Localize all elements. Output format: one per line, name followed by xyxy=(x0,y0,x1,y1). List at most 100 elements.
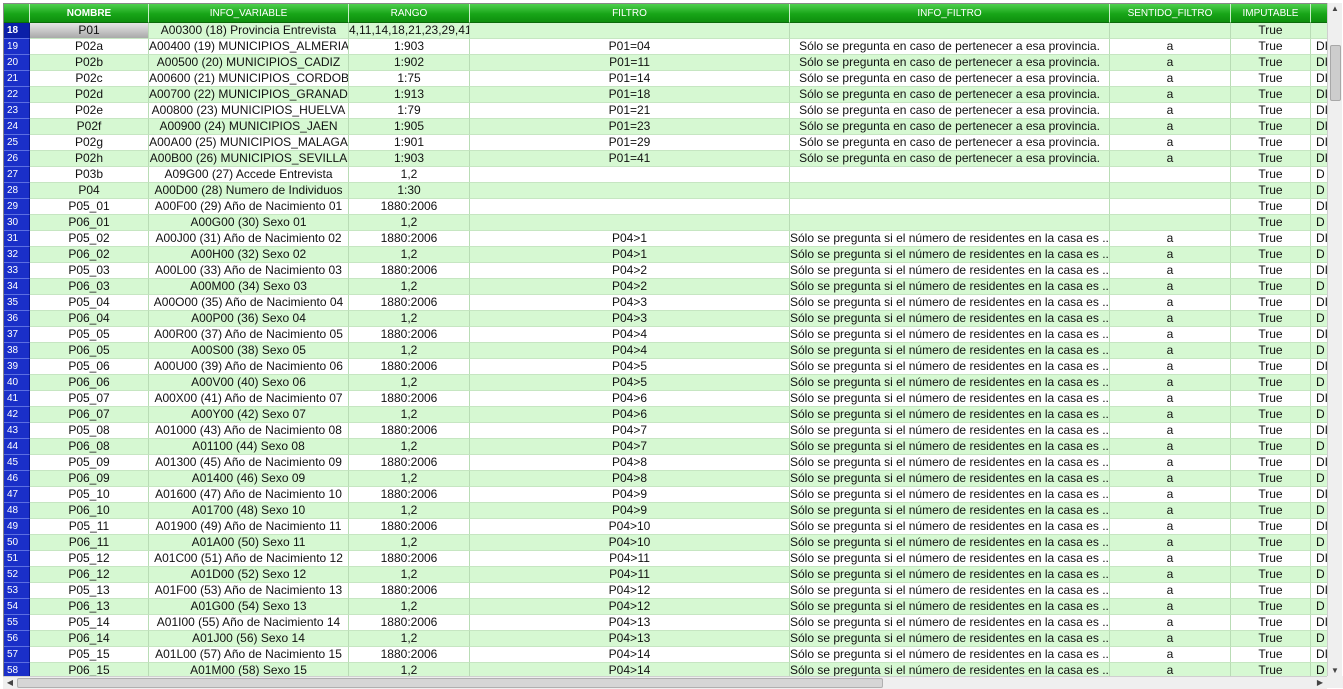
cell-imputable[interactable]: True xyxy=(1231,503,1311,519)
cell-imputable[interactable]: True xyxy=(1231,663,1311,677)
cell-extra[interactable]: D xyxy=(1311,439,1328,455)
cell-sentido-filtro[interactable]: a xyxy=(1110,87,1231,103)
data-grid[interactable]: NOMBRE INFO_VARIABLE RANGO FILTRO INFO_F… xyxy=(3,3,1328,677)
cell-info-variable[interactable]: A00D00 (28) Numero de Individuos xyxy=(149,183,349,199)
cell-filtro[interactable]: P04>8 xyxy=(470,455,790,471)
cell-info-filtro[interactable]: Sólo se pregunta en caso de pertenecer a… xyxy=(790,71,1110,87)
cell-imputable[interactable]: True xyxy=(1231,311,1311,327)
cell-nombre[interactable]: P06_05 xyxy=(30,343,149,359)
cell-sentido-filtro[interactable]: a xyxy=(1110,615,1231,631)
cell-imputable[interactable]: True xyxy=(1231,551,1311,567)
cell-info-filtro[interactable]: Sólo se pregunta si el número de residen… xyxy=(790,391,1110,407)
cell-filtro[interactable]: P01=04 xyxy=(470,39,790,55)
row-number[interactable]: 25 xyxy=(4,135,30,151)
table-row[interactable]: 47 P05_10 A01600 (47) Año de Nacimiento 10… xyxy=(4,487,1328,503)
cell-imputable[interactable]: True xyxy=(1231,215,1311,231)
cell-rango[interactable]: 1880:2006 xyxy=(349,615,470,631)
cell-info-variable[interactable]: A01700 (48) Sexo 10 xyxy=(149,503,349,519)
cell-info-filtro[interactable] xyxy=(790,183,1110,199)
cell-nombre[interactable]: P05_08 xyxy=(30,423,149,439)
cell-rango[interactable]: 1880:2006 xyxy=(349,199,470,215)
table-row[interactable]: 28 P04 A00D00 (28) Numero de Individuos 1:3… xyxy=(4,183,1328,199)
cell-nombre[interactable]: P06_09 xyxy=(30,471,149,487)
cell-imputable[interactable]: True xyxy=(1231,535,1311,551)
cell-extra[interactable]: DI xyxy=(1311,327,1328,343)
cell-nombre[interactable]: P05_15 xyxy=(30,647,149,663)
table-row[interactable]: 40 P06_06 A00V00 (40) Sexo 06 1,2 P04>5 Sólo … xyxy=(4,375,1328,391)
row-number[interactable]: 29 xyxy=(4,199,30,215)
table-row[interactable]: 27 P03b A09G00 (27) Accede Entrevista 1,2 Tr… xyxy=(4,167,1328,183)
cell-imputable[interactable]: True xyxy=(1231,55,1311,71)
cell-info-variable[interactable]: A00H00 (32) Sexo 02 xyxy=(149,247,349,263)
cell-sentido-filtro[interactable]: a xyxy=(1110,391,1231,407)
cell-imputable[interactable]: True xyxy=(1231,39,1311,55)
horizontal-scrollbar[interactable]: ◀ ▶ xyxy=(3,676,1327,689)
cell-rango[interactable]: 1,2 xyxy=(349,503,470,519)
cell-info-variable[interactable]: A00S00 (38) Sexo 05 xyxy=(149,343,349,359)
cell-rango[interactable]: 1,2 xyxy=(349,471,470,487)
cell-extra[interactable]: DI xyxy=(1311,519,1328,535)
cell-imputable[interactable]: True xyxy=(1231,247,1311,263)
cell-nombre[interactable]: P05_13 xyxy=(30,583,149,599)
cell-sentido-filtro[interactable]: a xyxy=(1110,263,1231,279)
row-number[interactable]: 44 xyxy=(4,439,30,455)
cell-imputable[interactable]: True xyxy=(1231,471,1311,487)
cell-nombre[interactable]: P05_06 xyxy=(30,359,149,375)
row-number[interactable]: 30 xyxy=(4,215,30,231)
cell-info-filtro[interactable]: Sólo se pregunta si el número de residen… xyxy=(790,519,1110,535)
cell-rango[interactable]: 1,2 xyxy=(349,343,470,359)
scroll-down-icon[interactable]: ▼ xyxy=(1331,666,1339,675)
cell-filtro[interactable]: P04>14 xyxy=(470,663,790,677)
cell-info-filtro[interactable]: Sólo se pregunta si el número de residen… xyxy=(790,295,1110,311)
table-row[interactable]: 33 P05_03 A00L00 (33) Año de Nacimiento 03… xyxy=(4,263,1328,279)
cell-imputable[interactable]: True xyxy=(1231,71,1311,87)
table-row[interactable]: 18 P01 A00300 (18) Provincia Entrevista 4,1… xyxy=(4,23,1328,39)
cell-imputable[interactable]: True xyxy=(1231,23,1311,39)
cell-imputable[interactable]: True xyxy=(1231,135,1311,151)
cell-info-variable[interactable]: A00500 (20) MUNICIPIOS_CADIZ xyxy=(149,55,349,71)
cell-nombre[interactable]: P01 xyxy=(30,23,149,39)
cell-filtro[interactable]: P04>2 xyxy=(470,279,790,295)
cell-filtro[interactable]: P04>10 xyxy=(470,519,790,535)
cell-info-variable[interactable]: A00900 (24) MUNICIPIOS_JAEN xyxy=(149,119,349,135)
cell-filtro[interactable]: P04>7 xyxy=(470,423,790,439)
cell-info-variable[interactable]: A00B00 (26) MUNICIPIOS_SEVILLA xyxy=(149,151,349,167)
cell-info-variable[interactable]: A00O00 (35) Año de Nacimiento 04 xyxy=(149,295,349,311)
cell-extra[interactable]: DI xyxy=(1311,455,1328,471)
cell-sentido-filtro[interactable]: a xyxy=(1110,327,1231,343)
cell-filtro[interactable]: P04>13 xyxy=(470,631,790,647)
cell-filtro[interactable]: P01=23 xyxy=(470,119,790,135)
cell-info-filtro[interactable]: Sólo se pregunta si el número de residen… xyxy=(790,327,1110,343)
cell-info-filtro[interactable] xyxy=(790,215,1110,231)
cell-info-variable[interactable]: A00X00 (41) Año de Nacimiento 07 xyxy=(149,391,349,407)
cell-extra[interactable]: D xyxy=(1311,247,1328,263)
cell-extra[interactable]: DI xyxy=(1311,199,1328,215)
cell-info-filtro[interactable]: Sólo se pregunta si el número de residen… xyxy=(790,567,1110,583)
cell-info-variable[interactable]: A01C00 (51) Año de Nacimiento 12 xyxy=(149,551,349,567)
row-number[interactable]: 22 xyxy=(4,87,30,103)
cell-info-variable[interactable]: A01A00 (50) Sexo 11 xyxy=(149,535,349,551)
cell-rango[interactable]: 1880:2006 xyxy=(349,455,470,471)
table-row[interactable]: 42 P06_07 A00Y00 (42) Sexo 07 1,2 P04>6 Sólo … xyxy=(4,407,1328,423)
table-row[interactable]: 39 P05_06 A00U00 (39) Año de Nacimiento 06… xyxy=(4,359,1328,375)
cell-filtro[interactable]: P01=14 xyxy=(470,71,790,87)
cell-sentido-filtro[interactable] xyxy=(1110,199,1231,215)
cell-imputable[interactable]: True xyxy=(1231,231,1311,247)
cell-extra[interactable]: D xyxy=(1311,407,1328,423)
cell-filtro[interactable]: P04>10 xyxy=(470,535,790,551)
cell-extra[interactable]: DI xyxy=(1311,583,1328,599)
cell-info-variable[interactable]: A00L00 (33) Año de Nacimiento 03 xyxy=(149,263,349,279)
table-row[interactable]: 58 P06_15 A01M00 (58) Sexo 15 1,2 P04>14 Sólo… xyxy=(4,663,1328,677)
cell-imputable[interactable]: True xyxy=(1231,423,1311,439)
cell-rango[interactable]: 1,2 xyxy=(349,167,470,183)
cell-info-filtro[interactable]: Sólo se pregunta si el número de residen… xyxy=(790,455,1110,471)
cell-info-filtro[interactable]: Sólo se pregunta si el número de residen… xyxy=(790,375,1110,391)
cell-imputable[interactable]: True xyxy=(1231,615,1311,631)
table-row[interactable]: 26 P02h A00B00 (26) MUNICIPIOS_SEVILLA 1:90… xyxy=(4,151,1328,167)
row-number[interactable]: 36 xyxy=(4,311,30,327)
cell-rango[interactable]: 1,2 xyxy=(349,407,470,423)
cell-filtro[interactable]: P04>1 xyxy=(470,231,790,247)
cell-info-filtro[interactable]: Sólo se pregunta si el número de residen… xyxy=(790,343,1110,359)
row-number[interactable]: 38 xyxy=(4,343,30,359)
cell-sentido-filtro[interactable] xyxy=(1110,23,1231,39)
